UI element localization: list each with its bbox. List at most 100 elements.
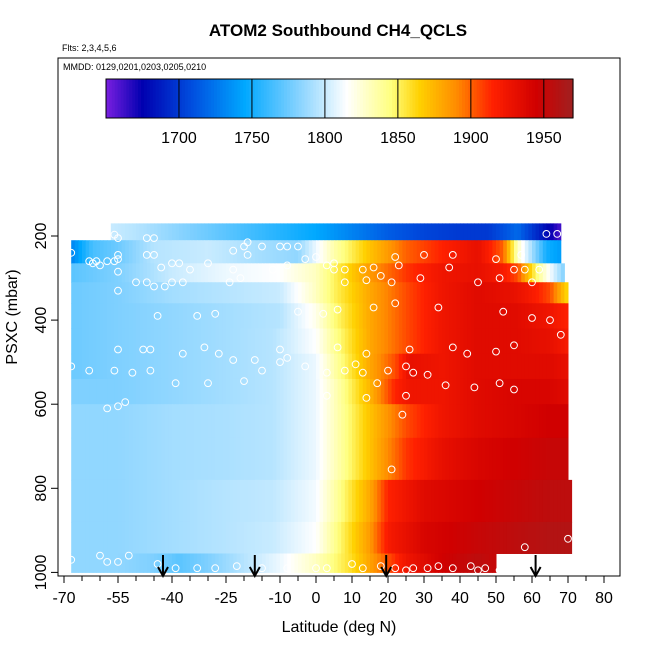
heatmap-cell <box>215 282 220 304</box>
colorbar-segment <box>269 79 273 118</box>
heatmap-cell <box>89 303 94 330</box>
heatmap-cell <box>337 378 342 405</box>
heatmap-cell <box>200 353 205 380</box>
heatmap-cell <box>323 240 328 264</box>
heatmap-cell <box>215 404 220 439</box>
heatmap-cell <box>269 437 274 481</box>
heatmap-cell <box>406 223 411 241</box>
observation-point <box>398 410 407 419</box>
heatmap-cell <box>319 303 324 330</box>
heatmap-cell <box>348 263 353 283</box>
heatmap-cell <box>460 521 465 554</box>
colorbar-segment <box>368 79 373 118</box>
heatmap-cell <box>384 328 389 355</box>
heatmap-cell <box>510 378 515 405</box>
heatmap-cell <box>121 328 126 355</box>
heatmap-cell <box>290 437 295 481</box>
heatmap-cell <box>337 479 342 523</box>
heatmap-cell <box>524 240 529 264</box>
heatmap-cell <box>154 404 159 439</box>
heatmap-cell <box>398 353 403 380</box>
observation-point <box>229 265 238 274</box>
heatmap-cell <box>326 404 331 439</box>
heatmap-cell <box>168 240 173 264</box>
heatmap-cell <box>276 328 281 355</box>
heatmap-cell <box>557 353 562 380</box>
heatmap-cell <box>560 404 565 439</box>
heatmap-cell <box>557 404 562 439</box>
heatmap-cell <box>161 303 166 330</box>
heatmap-cell <box>402 479 407 523</box>
observation-point <box>463 349 472 358</box>
heatmap-cell <box>326 553 331 573</box>
heatmap-cell <box>503 437 508 481</box>
heatmap-cell <box>478 404 483 439</box>
heatmap-cell <box>82 282 87 304</box>
heatmap-cell <box>208 521 213 554</box>
heatmap-cell <box>496 521 501 554</box>
heatmap-cell <box>305 479 310 523</box>
heatmap-cell <box>89 479 94 523</box>
heatmap-cell <box>233 479 238 523</box>
colorbar-segment <box>400 79 405 118</box>
heatmap-cell <box>125 404 130 439</box>
heatmap-cell <box>262 437 267 481</box>
heatmap-cell <box>514 353 519 380</box>
heatmap-cell <box>388 521 393 554</box>
heatmap-cell <box>470 223 475 241</box>
heatmap-cell <box>568 521 573 554</box>
heatmap-cell <box>352 404 357 439</box>
heatmap-cell <box>110 521 115 554</box>
heatmap-cell <box>78 303 83 330</box>
heatmap-cell <box>445 263 450 283</box>
observation-point <box>157 263 166 272</box>
heatmap-cell <box>272 328 277 355</box>
heatmap-cell <box>557 282 562 304</box>
heatmap-cell <box>344 479 349 523</box>
heatmap-cell <box>139 303 144 330</box>
heatmap-cell <box>211 263 216 283</box>
heatmap-cell <box>89 353 94 380</box>
colorbar-segment <box>111 79 116 118</box>
heatmap-cell <box>323 328 328 355</box>
colorbar-segment <box>167 79 171 118</box>
heatmap-cell <box>377 353 382 380</box>
heatmap-cell <box>330 378 335 405</box>
heatmap-cell <box>388 328 393 355</box>
heatmap-cell <box>269 282 274 304</box>
heatmap-cell <box>485 437 490 481</box>
colorbar-segment <box>249 79 253 118</box>
heatmap-cell <box>290 378 295 405</box>
colorbar-segment <box>126 79 130 118</box>
heatmap-cell <box>312 378 317 405</box>
heatmap-cell <box>409 223 414 241</box>
heatmap-cell <box>240 521 245 554</box>
heatmap-cell <box>121 282 126 304</box>
heatmap-cell <box>168 378 173 405</box>
heatmap-cell <box>337 521 342 554</box>
heatmap-cell <box>334 353 339 380</box>
heatmap-cell <box>424 521 429 554</box>
colorbar-segment <box>511 79 516 118</box>
heatmap-cell <box>251 437 256 481</box>
heatmap-cell <box>503 328 508 355</box>
heatmap-cell <box>74 303 79 330</box>
heatmap-cell <box>208 240 213 264</box>
heatmap-cell <box>136 521 141 554</box>
heatmap-cell <box>233 353 238 380</box>
heatmap-cell <box>269 353 274 380</box>
heatmap-cell <box>290 521 295 554</box>
heatmap-cell <box>74 353 79 380</box>
colorbar-segment <box>406 79 411 118</box>
observation-point <box>67 555 76 564</box>
heatmap-cell <box>326 521 331 554</box>
heatmap-cell <box>409 240 414 264</box>
heatmap-cell <box>395 223 400 241</box>
heatmap-cell <box>208 437 213 481</box>
heatmap-cell <box>539 479 544 523</box>
heatmap-cell <box>478 240 483 264</box>
heatmap-cell <box>492 437 497 481</box>
colorbar-segment <box>357 79 361 118</box>
heatmap-cell <box>100 282 105 304</box>
observation-point <box>351 360 360 369</box>
